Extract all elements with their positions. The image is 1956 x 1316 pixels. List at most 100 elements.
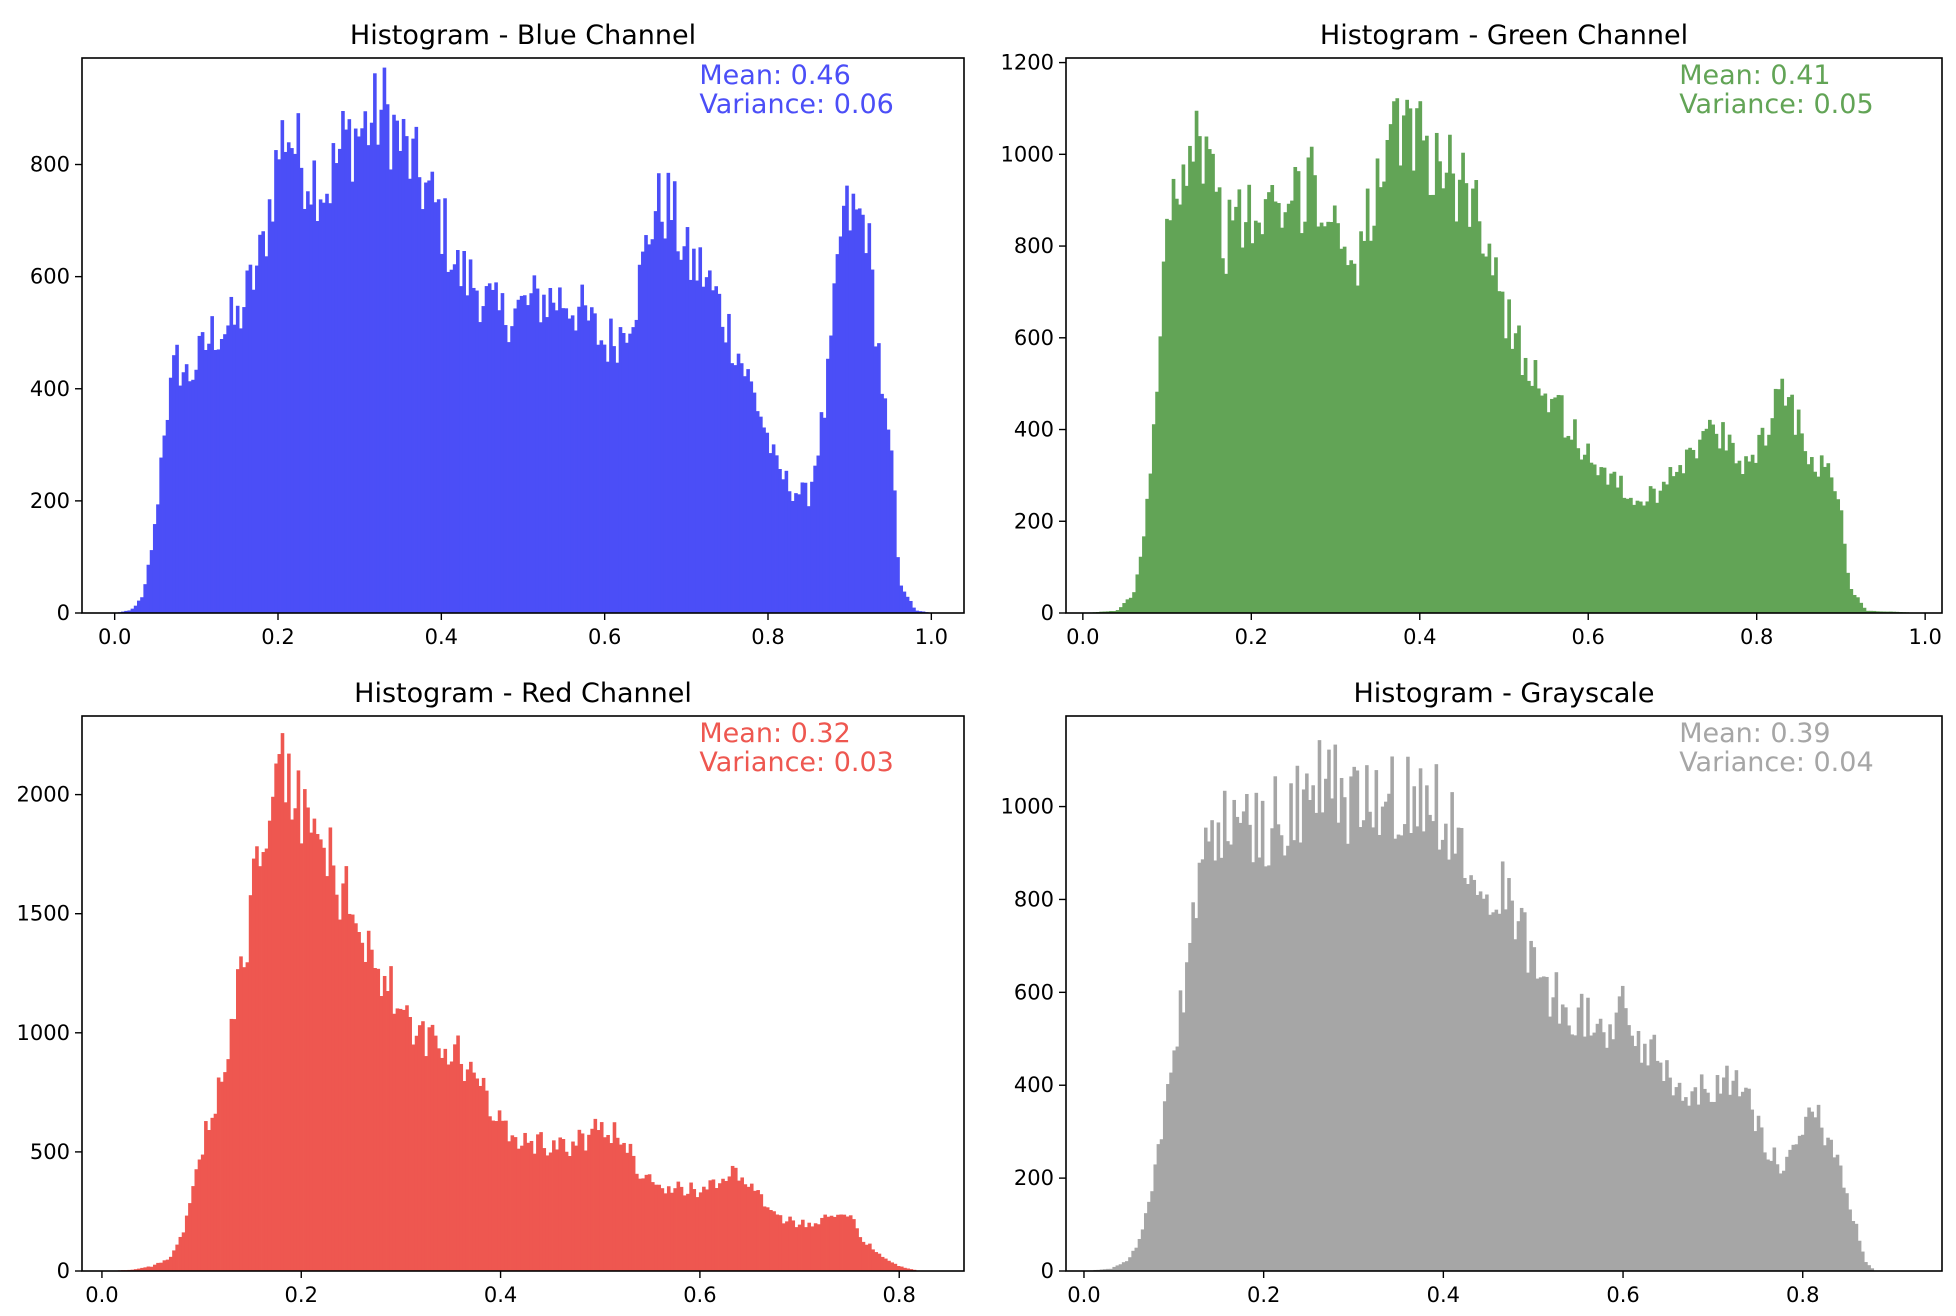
- histogram-bar: [605, 361, 610, 613]
- chart-title: Histogram - Green Channel: [1320, 20, 1688, 51]
- histogram-bar: [1444, 172, 1449, 613]
- histogram-bar: [845, 185, 849, 613]
- histogram-bar: [1557, 1023, 1562, 1271]
- histogram-bar: [1112, 1266, 1116, 1271]
- histogram-bar: [296, 770, 301, 1271]
- y-tick-label: 800: [1014, 887, 1054, 911]
- histogram-bar: [698, 247, 703, 614]
- histogram-bar: [194, 1169, 199, 1271]
- histogram-bar: [1627, 1025, 1631, 1271]
- histogram-bar: [644, 1174, 649, 1271]
- histogram-bar: [1434, 132, 1439, 613]
- histogram-bar: [596, 1130, 601, 1271]
- histogram-bar: [446, 271, 451, 613]
- histogram-bar: [1210, 820, 1214, 1271]
- histogram-bar: [338, 919, 342, 1271]
- histogram-bar: [366, 930, 371, 1271]
- histogram-bar: [708, 1180, 713, 1271]
- histogram-bar: [912, 607, 916, 613]
- histogram-bar: [1431, 821, 1435, 1271]
- histogram-bar: [366, 145, 371, 613]
- histogram-bar: [1388, 124, 1393, 613]
- histogram-bar: [650, 239, 655, 613]
- histogram-bar: [1204, 136, 1209, 613]
- histogram-bar: [1717, 448, 1722, 613]
- histogram-bar: [1296, 171, 1301, 613]
- histogram-bar: [1219, 857, 1224, 1271]
- histogram-bar: [203, 349, 208, 613]
- histogram-bar: [404, 136, 409, 613]
- histogram-bar: [1523, 912, 1527, 1271]
- x-tick-label: 0.6: [683, 1283, 716, 1307]
- histogram-bar: [293, 153, 297, 613]
- x-tick-label: 0.8: [751, 625, 784, 649]
- histogram-bar: [1125, 1261, 1129, 1271]
- histogram-bar: [322, 847, 326, 1271]
- histogram-bar: [1184, 185, 1189, 613]
- histogram-bar: [679, 1186, 684, 1271]
- histogram-bar: [1216, 822, 1221, 1271]
- histogram-bar: [402, 1009, 406, 1271]
- histogram-bar: [207, 343, 211, 613]
- y-tick-label: 800: [30, 153, 70, 177]
- chart-title: Histogram - Grayscale: [1353, 678, 1654, 709]
- histogram-bar: [1247, 184, 1252, 614]
- histogram-bar: [1869, 610, 1873, 613]
- x-tick-label: 0.4: [1427, 1283, 1460, 1307]
- histogram-bar: [1441, 188, 1446, 613]
- x-tick-label: 0.6: [588, 625, 621, 649]
- histogram-bar: [191, 1186, 195, 1271]
- histogram-bar: [1135, 574, 1140, 613]
- histogram-bar: [1188, 942, 1192, 1271]
- histogram-bar: [1721, 422, 1725, 613]
- histogram-bar: [274, 763, 278, 1271]
- histogram-bar: [1766, 1159, 1770, 1271]
- histogram-bar: [1251, 862, 1255, 1271]
- histogram-bar: [344, 866, 349, 1271]
- histogram-bar: [1523, 357, 1528, 613]
- histogram-bar: [1155, 391, 1159, 613]
- histogram-bar: [264, 848, 269, 1271]
- x-tick-label: 0.6: [1606, 1283, 1639, 1307]
- histogram-bar: [1606, 484, 1610, 613]
- histogram-bar: [883, 398, 888, 613]
- histogram-bar: [1339, 777, 1344, 1271]
- histogram-bar: [165, 419, 170, 613]
- histogram-bar: [790, 500, 795, 613]
- histogram-bar: [1519, 907, 1524, 1271]
- histogram-bar: [408, 178, 412, 613]
- histogram-bar: [207, 1130, 211, 1271]
- histogram-bar: [1579, 993, 1584, 1271]
- histogram-bar: [1238, 822, 1243, 1271]
- histogram-bar: [481, 1077, 486, 1271]
- histogram-bar: [1402, 824, 1407, 1271]
- histogram-bar: [1361, 820, 1366, 1271]
- histogram-bar: [475, 290, 479, 613]
- histogram-bar: [1132, 592, 1136, 613]
- histogram-bar: [487, 283, 492, 613]
- histogram-bar: [625, 342, 629, 613]
- histogram-bar: [303, 789, 307, 1271]
- histogram-bar: [689, 1182, 693, 1271]
- histogram-bar: [1619, 475, 1623, 613]
- histogram-bar: [1614, 1012, 1619, 1271]
- histogram-bar: [421, 1021, 425, 1271]
- histogram-bar: [1500, 861, 1505, 1271]
- histogram-bar: [267, 199, 272, 613]
- mean-annotation: Mean: 0.32: [699, 718, 850, 749]
- histogram-bar: [803, 482, 808, 613]
- histogram-bar: [1728, 1094, 1732, 1271]
- histogram-bar: [1112, 611, 1117, 613]
- histogram-bar: [1704, 428, 1709, 613]
- histogram-bar: [813, 1223, 818, 1271]
- histogram-bar: [641, 251, 645, 613]
- histogram-bar: [762, 427, 766, 613]
- histogram-bar: [1390, 756, 1394, 1271]
- histogram-bar: [1471, 188, 1475, 613]
- histogram-bar: [357, 136, 361, 614]
- histogram-bar: [373, 967, 377, 1271]
- histogram-bar: [1425, 135, 1429, 614]
- histogram-bar: [1857, 1240, 1862, 1271]
- histogram-bar: [1280, 227, 1284, 613]
- histogram-bar: [226, 325, 230, 613]
